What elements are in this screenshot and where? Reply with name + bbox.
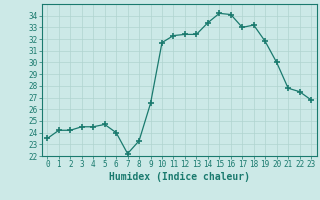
X-axis label: Humidex (Indice chaleur): Humidex (Indice chaleur) <box>109 172 250 182</box>
